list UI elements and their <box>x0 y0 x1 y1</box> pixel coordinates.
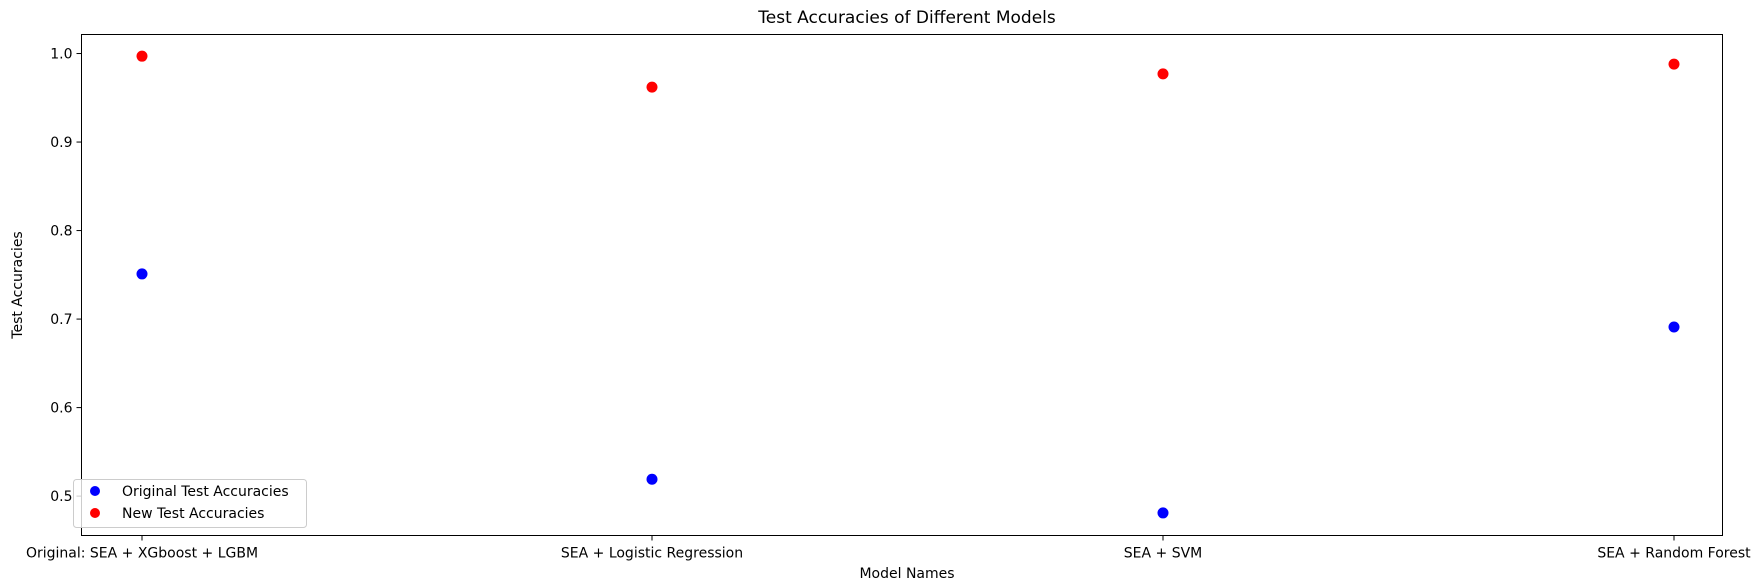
y-tick-label: 0.6 <box>50 401 72 417</box>
legend-box <box>73 479 307 528</box>
new-accuracy-point <box>646 81 658 93</box>
x-axis-ticks: Original: SEA + XGboost + LGBM SEA + Logi… <box>26 535 1751 562</box>
y-tick-label: 0.5 <box>50 489 72 505</box>
legend: Original Test Accuracies New Test Accura… <box>73 479 307 528</box>
plot-frame <box>81 34 1723 536</box>
legend-label-new: New Test Accuracies <box>122 506 264 522</box>
original-accuracy-point <box>646 473 658 485</box>
y-tick-label: 1.0 <box>50 47 72 63</box>
data-points <box>136 50 1680 519</box>
chart-title: Test Accuracies of Different Models <box>757 8 1056 28</box>
legend-marker-new <box>90 508 100 518</box>
new-accuracy-point <box>136 50 148 62</box>
x-axis-label: Model Names <box>859 566 954 578</box>
y-tick-label: 0.9 <box>50 135 72 151</box>
new-accuracy-point <box>1157 68 1169 80</box>
original-accuracy-point <box>136 268 148 280</box>
y-tick-label: 0.7 <box>50 312 72 328</box>
original-accuracy-point <box>1157 507 1169 519</box>
y-axis-ticks: 0.5 0.6 0.7 0.8 0.9 1.0 <box>50 47 82 505</box>
y-tick-label: 0.8 <box>50 224 72 240</box>
x-tick-label: SEA + Random Forest <box>1597 546 1751 562</box>
legend-label-original: Original Test Accuracies <box>122 484 289 500</box>
new-accuracy-point <box>1668 58 1680 70</box>
x-tick-label: Original: SEA + XGboost + LGBM <box>26 546 258 562</box>
y-axis-label: Test Accuracies <box>10 231 26 339</box>
original-accuracy-point <box>1668 321 1680 333</box>
x-tick-label: SEA + Logistic Regression <box>561 546 743 562</box>
x-tick-label: SEA + SVM <box>1124 546 1202 562</box>
legend-marker-original <box>90 486 100 496</box>
